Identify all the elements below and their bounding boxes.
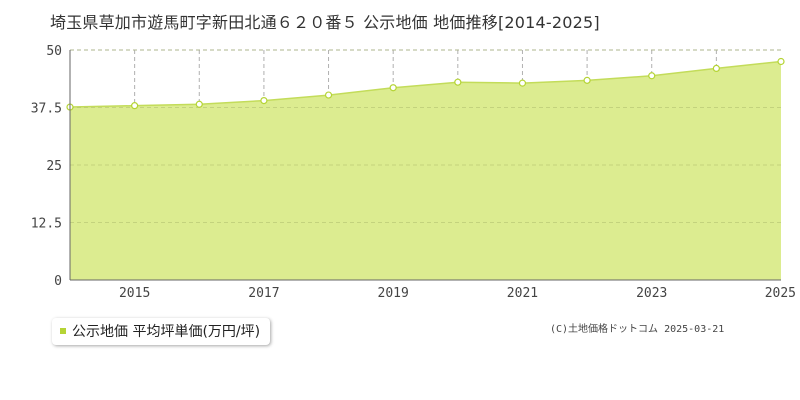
x-tick-label: 2021 [507,286,538,301]
data-point [324,91,333,99]
data-point [583,76,591,84]
legend-label: 公示地価 平均坪単価(万円/坪) [72,324,261,340]
data-point [454,78,462,86]
x-tick-label: 2017 [248,286,279,301]
data-points [66,57,785,111]
data-point [260,96,268,105]
data-point [389,84,397,92]
legend: 公示地価 平均坪単価(万円/坪) [52,318,271,345]
y-tick-label: 37.5 [31,102,62,117]
x-tick-label: 2025 [765,286,796,301]
x-tick-label: 2019 [378,286,409,301]
data-point [648,72,656,80]
data-point [777,57,785,66]
legend-swatch [60,328,66,334]
y-tick-labels: 0 12.5 25 37.5 50 [31,44,62,289]
data-point [195,100,203,108]
y-tick-label: 12.5 [31,217,62,232]
y-tick-label: 25 [46,159,62,174]
chart-title: 埼玉県草加市遊馬町字新田北通６２０番５ 公示地価 地価推移[2014-2025] [50,13,600,32]
series-line [69,60,782,108]
y-tick-label: 50 [46,44,62,59]
x-tick-label: 2015 [119,286,150,301]
credit-text: (C)土地価格ドットコム 2025-03-21 [550,324,725,335]
data-point [131,102,139,110]
x-tick-labels: 2015 2017 2019 2021 2023 2025 [119,286,796,301]
x-tick-label: 2023 [636,286,667,301]
area-series [70,61,781,280]
data-point [518,79,527,87]
data-point [712,64,720,73]
y-tick-label: 0 [54,274,62,289]
